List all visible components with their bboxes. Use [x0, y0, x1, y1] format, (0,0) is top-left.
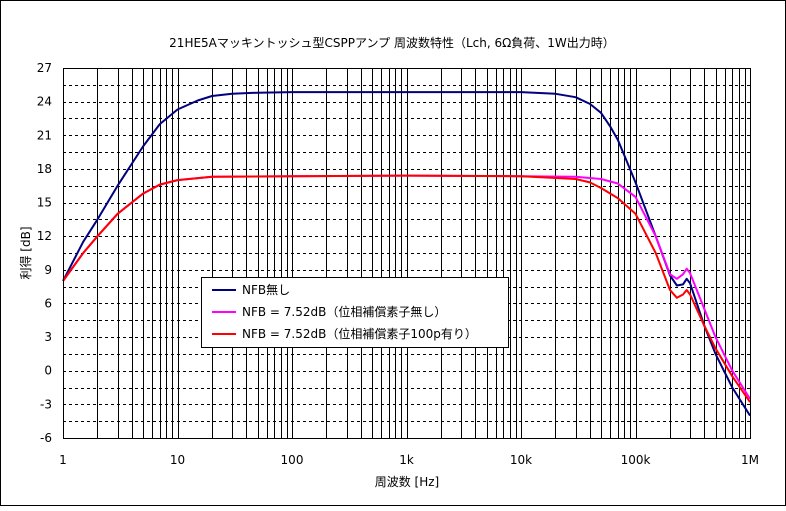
- y-tick-label: 12: [37, 229, 52, 243]
- legend: NFB無し NFB = 7.52dB（位相補償素子無し） NFB = 7.52d…: [201, 277, 509, 348]
- y-tick-label: 6: [44, 296, 52, 310]
- x-tick-label: 10: [170, 453, 185, 467]
- legend-box: [201, 277, 509, 348]
- x-axis-label: 周波数 [Hz]: [375, 474, 440, 489]
- y-tick-label: -6: [40, 431, 52, 445]
- x-tick-label: 10k: [510, 453, 532, 467]
- y-tick-label: 3: [44, 330, 52, 344]
- x-tick-labels: 1 10 100 1k 10k 100k 1M: [59, 453, 759, 467]
- x-tick-label: 1M: [741, 453, 759, 467]
- x-tick-label: 1k: [399, 453, 414, 467]
- legend-label-nfb-100p-compensation: NFB = 7.52dB（位相補償素子100p有り）: [242, 326, 477, 341]
- y-tick-label: 24: [37, 95, 52, 109]
- legend-label-nfb-none: NFB無し: [242, 282, 290, 297]
- grid-layer: [63, 68, 750, 438]
- y-tick-label: -3: [40, 397, 52, 411]
- x-tick-label: 100: [281, 453, 304, 467]
- x-tick-label: 1: [59, 453, 67, 467]
- legend-label-nfb-no-compensation: NFB = 7.52dB（位相補償素子無し）: [242, 304, 446, 319]
- y-tick-label: 18: [37, 162, 52, 176]
- y-tick-label: 27: [37, 61, 52, 75]
- series-lines: [62, 91, 751, 417]
- y-tick-label: 15: [37, 196, 52, 210]
- y-tick-label: 9: [44, 263, 52, 277]
- plot-area-border: [63, 68, 751, 439]
- x-tick-label: 100k: [621, 453, 651, 467]
- y-axis-label: 利得 [dB]: [18, 226, 33, 279]
- series-line-2: [62, 174, 751, 403]
- y-tick-labels: -6 -3 0 3 6 9 12 15 18 21 24 27: [37, 61, 52, 445]
- chart-title: 21HE5Aマッキントッシュ型CSPPアンプ 周波数特性（Lch, 6Ω負荷、1…: [169, 35, 615, 50]
- y-tick-label: 21: [37, 128, 52, 142]
- y-tick-label: 0: [44, 364, 52, 378]
- series-line-0: [62, 91, 751, 417]
